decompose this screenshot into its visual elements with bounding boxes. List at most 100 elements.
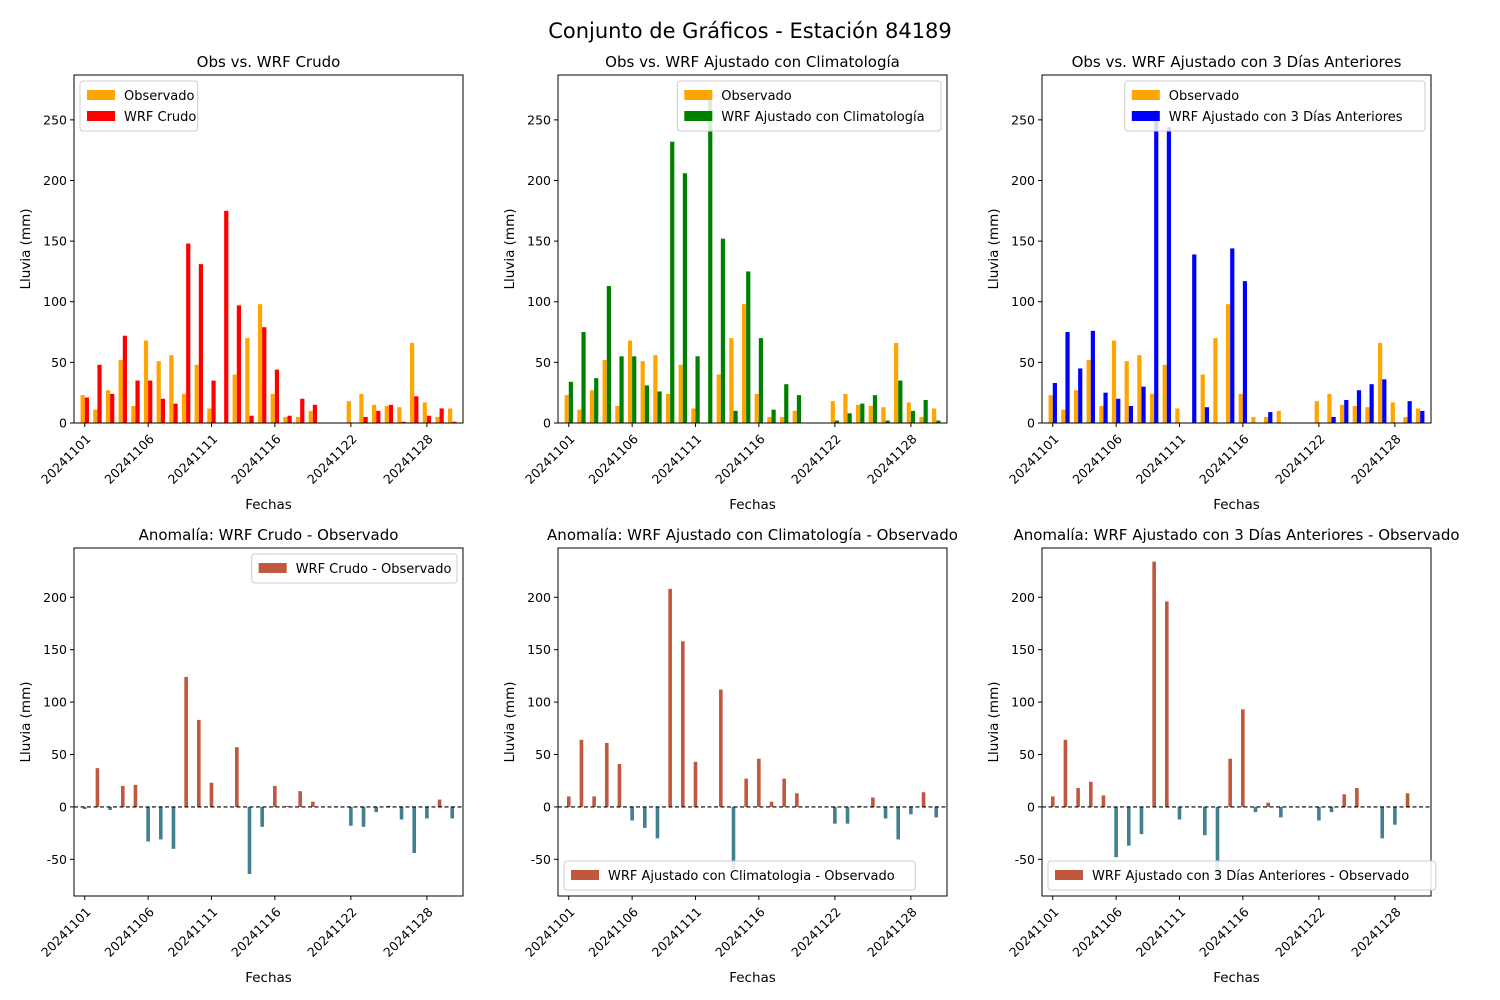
bar-wrf: [581, 332, 586, 423]
y-tick-label: -50: [1015, 852, 1035, 867]
y-tick-label: 50: [51, 747, 67, 762]
legend: WRF Ajustado con 3 Días Anteriores - Obs…: [1047, 860, 1437, 891]
bar-observado: [257, 304, 263, 423]
bar-observado: [1175, 408, 1180, 423]
anomaly-bar: [133, 784, 138, 807]
bar-wrf: [594, 378, 599, 423]
bar-observado: [881, 407, 886, 423]
x-tick-label: 20241111: [1133, 431, 1189, 487]
bar-observado: [779, 416, 785, 423]
x-tick-label: 20241101: [1006, 431, 1062, 487]
anomaly-bar: [184, 676, 188, 807]
anomaly-bar: [1165, 601, 1169, 807]
bar-observado: [80, 395, 85, 423]
bar-observado: [1061, 409, 1066, 423]
x-axis-label: Fechas: [245, 970, 292, 986]
anomaly-bar: [1380, 806, 1385, 839]
anomaly-bar: [744, 778, 748, 807]
bar-observado: [397, 407, 402, 423]
y-tick-label: 0: [59, 799, 67, 814]
x-tick-label: 20241101: [1006, 904, 1062, 960]
bar-wrf: [885, 420, 890, 423]
bar-wrf: [632, 356, 637, 423]
x-tick-label: 20241122: [1272, 904, 1328, 960]
bar-observado: [653, 355, 658, 423]
x-tick-label: 20241106: [101, 431, 157, 487]
bar-wrf: [1230, 248, 1235, 423]
y-axis-label: Lluvia (mm): [18, 209, 34, 290]
legend-swatch: [87, 111, 115, 121]
anomaly-bar: [1126, 806, 1131, 846]
anomaly-bar: [108, 806, 112, 811]
anomaly-bar: [883, 806, 888, 819]
y-tick-label: 150: [1011, 642, 1035, 657]
anomaly-bar: [1050, 796, 1055, 807]
bar-observado: [919, 416, 924, 423]
y-tick-label: 200: [43, 590, 67, 605]
bar-wrf: [1242, 281, 1248, 423]
bar-observado: [1276, 410, 1281, 423]
bar-wrf: [657, 391, 662, 423]
anomaly-bar: [209, 782, 214, 807]
bar-observado: [1225, 304, 1231, 423]
anomaly-bar: [1266, 802, 1270, 807]
y-tick-label: 250: [527, 112, 551, 127]
x-tick-label: 20241128: [864, 431, 920, 487]
x-tick-label: 20241106: [585, 904, 641, 960]
anomaly-bar: [82, 806, 87, 809]
anomaly-bar: [425, 806, 429, 819]
x-tick-label: 20241122: [788, 904, 844, 960]
x-tick-label: 20241111: [649, 431, 705, 487]
anomaly-bar: [757, 758, 761, 807]
x-axis-label: Fechas: [729, 970, 776, 986]
bar-observado: [1403, 416, 1408, 423]
x-axis-label: Fechas: [729, 497, 776, 513]
bar-observado: [1073, 390, 1079, 423]
anomaly-bar: [1063, 739, 1068, 807]
bar-observado: [564, 395, 569, 423]
x-tick-label: 20241106: [101, 904, 157, 960]
bar-wrf: [452, 421, 457, 423]
anomaly-bar: [731, 806, 736, 870]
x-tick-label: 20241122: [304, 431, 360, 487]
bar-observado: [435, 416, 440, 423]
subplot-title: Anomalía: WRF Ajustado con 3 Días Anteri…: [1013, 526, 1459, 544]
bar-observado: [830, 401, 835, 423]
legend-swatch: [87, 90, 115, 100]
anomaly-bar: [617, 763, 622, 807]
bar-observado: [1390, 402, 1395, 423]
bar-wrf: [898, 380, 903, 423]
anomaly-bar: [921, 792, 926, 807]
bar-observado: [843, 393, 848, 423]
bar-observado: [716, 374, 721, 423]
bar-wrf: [1420, 410, 1425, 423]
legend: Observado WRF Ajustado con 3 Días Anterio…: [1124, 80, 1426, 132]
x-tick-label: 20241111: [649, 904, 705, 960]
y-tick-label: 100: [1011, 294, 1035, 309]
bar-observado: [207, 408, 212, 423]
bar-observado: [131, 406, 136, 423]
bar-observado: [308, 410, 313, 423]
legend-box: [563, 860, 916, 891]
bar-observado: [615, 406, 620, 423]
y-axis-label: Lluvia (mm): [18, 682, 34, 763]
y-tick-label: 100: [527, 695, 551, 710]
bar-observado: [181, 393, 187, 423]
bar-observado: [1111, 340, 1117, 423]
x-tick-label: 20241101: [522, 904, 578, 960]
plot-frame: [557, 74, 948, 424]
x-tick-label: 20241122: [788, 431, 844, 487]
anomaly-bar: [450, 806, 455, 819]
anomaly-bar: [95, 768, 100, 807]
bar-wrf: [1407, 401, 1412, 423]
bar-observado: [691, 408, 696, 423]
bar-observado: [346, 401, 351, 423]
bar-wrf: [695, 356, 700, 423]
bar-observado: [1416, 408, 1421, 423]
x-tick-label: 20241116: [712, 904, 768, 960]
bar-observado: [602, 359, 607, 423]
anomaly-bar: [146, 806, 150, 842]
bar-observado: [283, 416, 288, 423]
bar-observado: [448, 408, 453, 423]
anomaly-bar: [437, 799, 442, 807]
